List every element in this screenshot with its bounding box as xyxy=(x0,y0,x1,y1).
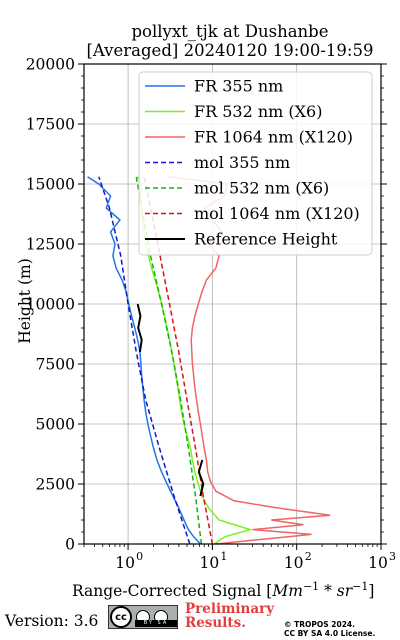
y-tick-label: 20000 xyxy=(26,56,75,74)
series-line-6 xyxy=(197,459,205,497)
chart-title-line2: [Averaged] 20240120 19:00-19:59 xyxy=(86,41,374,60)
license-strip: BY SA xyxy=(135,620,177,627)
y-tick-label: 12500 xyxy=(26,236,75,254)
preliminary-line2: Results. xyxy=(185,615,246,631)
x-tick-label: 10 xyxy=(368,554,388,572)
series-line-5 xyxy=(143,176,214,545)
y-tick-label: 17500 xyxy=(26,116,75,134)
copyright-line1: © TROPOS 2024. xyxy=(284,620,355,629)
legend-box xyxy=(138,71,373,256)
legend-label: FR 1064 nm (X120) xyxy=(194,128,353,147)
version-label: Version: 3.6 xyxy=(5,612,99,630)
x-tick-label: 10 xyxy=(284,554,304,572)
preliminary-note: Preliminary Results. xyxy=(185,602,274,630)
x-tick-label: 10 xyxy=(200,554,220,572)
series-line-4 xyxy=(135,176,203,545)
copyright-line2: CC BY SA 4.0 License. xyxy=(284,629,376,638)
x-tick-exponent: 0 xyxy=(136,550,143,563)
preliminary-line1: Preliminary xyxy=(185,601,275,617)
y-tick-label: 0 xyxy=(65,536,75,554)
x-tick-exponent: 3 xyxy=(389,550,396,563)
legend-label: mol 532 nm (X6) xyxy=(194,179,329,198)
x-tick-exponent: 2 xyxy=(305,550,312,563)
legend-label: mol 355 nm xyxy=(194,153,290,172)
plot-frame xyxy=(83,63,382,545)
legend-label: mol 1064 nm (X120) xyxy=(194,204,360,223)
chart-title-line1: pollyxt_tjk at Dushanbe xyxy=(131,22,329,41)
y-tick-label: 10000 xyxy=(26,296,75,314)
legend-label: FR 355 nm xyxy=(194,77,283,96)
series-line-6 xyxy=(136,303,143,353)
legend-label: FR 532 nm (X6) xyxy=(194,102,322,121)
y-tick-label: 7500 xyxy=(36,356,75,374)
x-axis-label: Range-Corrected Signal [Mm−1 * sr−1] xyxy=(72,580,375,601)
cc-by-sa-icon: cc BY SA xyxy=(108,605,178,629)
cc-badge-icon: cc xyxy=(110,606,132,628)
x-tick-exponent: 1 xyxy=(220,550,227,563)
series-line-0 xyxy=(87,176,201,545)
x-tick-label: 10 xyxy=(115,554,135,572)
y-axis-label: Height (m) xyxy=(16,258,34,344)
y-tick-label: 15000 xyxy=(26,176,75,194)
copyright-note: © TROPOS 2024. CC BY SA 4.0 License. xyxy=(284,620,375,638)
y-tick-label: 2500 xyxy=(36,476,75,494)
series-line-3 xyxy=(98,176,191,545)
y-tick-label: 5000 xyxy=(36,416,75,434)
legend-label: Reference Height xyxy=(194,230,338,249)
